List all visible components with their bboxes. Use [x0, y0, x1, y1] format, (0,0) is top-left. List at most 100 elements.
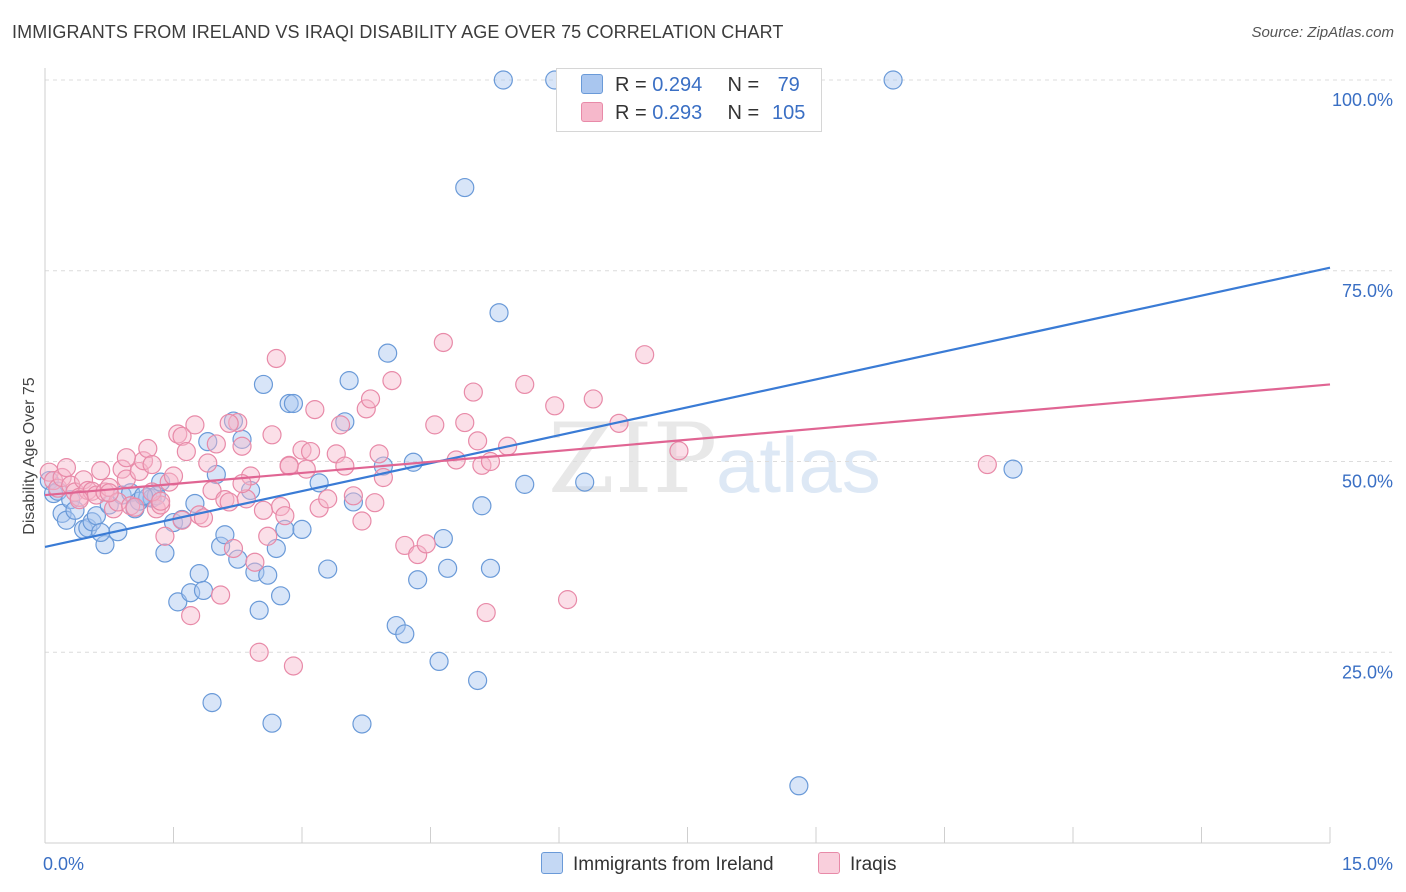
ireland-point-40 [249, 600, 269, 620]
iraqis-point-31 [172, 426, 192, 446]
ireland-point-27 [185, 493, 205, 514]
iraqis-point-81 [463, 382, 483, 402]
legend-item-ireland: Immigrants from Ireland [541, 852, 774, 876]
iraqis-point-90 [583, 389, 603, 409]
stats-legend: R = 0.294 N = 79 R = 0.293 N = 105 [556, 68, 822, 132]
chart-title: IMMIGRANTS FROM IRELAND VS IRAQI DISABIL… [12, 22, 784, 42]
ireland-point-63 [433, 528, 453, 549]
iraqis-point-71 [369, 444, 389, 464]
iraqis-point-52 [262, 425, 282, 445]
legend-item-iraqis: Iraqis [818, 852, 896, 876]
iraqis-point-27 [155, 526, 175, 546]
ireland-point-42 [258, 565, 278, 585]
iraqis-point-70 [365, 493, 385, 513]
iraqis-point-23 [138, 438, 158, 459]
ireland-point-64 [438, 558, 458, 578]
iraqis-point-50 [253, 500, 274, 520]
iraqis-point-92 [635, 345, 655, 365]
iraqis-point-96 [116, 448, 136, 468]
iraqis-point-78 [433, 332, 453, 353]
iraqis-point-37 [198, 453, 218, 473]
iraqis-point-24 [142, 454, 162, 475]
iraqis-point-20 [125, 497, 145, 517]
ireland-n-label: N = [727, 74, 760, 96]
iraqis-point-100 [151, 491, 171, 511]
y-axis-label: Disability Age Over 75 [21, 377, 38, 535]
ireland-point-53 [339, 371, 359, 391]
ireland-point-43 [262, 713, 282, 733]
iraqis-point-97 [219, 413, 239, 433]
ireland-point-68 [480, 558, 501, 578]
iraqis-point-93 [669, 441, 689, 461]
ireland-point-59 [395, 624, 415, 644]
y-tick-label-2: 75.0% [1342, 281, 1393, 301]
iraqis-point-80 [455, 412, 475, 433]
ireland-point-73 [575, 472, 595, 492]
legend-label-iraqis: Iraqis [850, 854, 897, 875]
iraqis-point-14 [99, 477, 119, 498]
ireland-n-value: 79 [777, 74, 800, 96]
series-iraqis-points [39, 332, 997, 676]
ireland-point-70 [493, 70, 513, 90]
iraqis-point-32 [176, 441, 196, 462]
trend-lines [44, 266, 1331, 549]
iraqis-n-label: N = [727, 102, 760, 124]
axes [44, 68, 1331, 844]
iraqis-point-45 [232, 436, 252, 456]
ireland-point-57 [378, 343, 398, 363]
iraqis-point-39 [206, 434, 226, 454]
iraqis-point-67 [352, 511, 372, 531]
iraqis-swatch [581, 102, 603, 122]
ireland-point-71 [515, 474, 535, 494]
x-tick-label-1: 15.0% [1342, 854, 1393, 874]
iraqis-r-value: 0.293 [652, 102, 703, 124]
iraqis-point-55 [275, 506, 295, 526]
iraqis-point-77 [425, 415, 445, 435]
iraqis-point-69 [360, 389, 381, 409]
iraqis-point-59 [296, 459, 316, 479]
iraqis-point-33 [181, 606, 201, 626]
watermark-zip: ZIP [548, 403, 717, 515]
iraqis-point-84 [476, 602, 496, 623]
ireland-point-11 [95, 535, 115, 555]
iraqis-point-34 [185, 415, 205, 435]
tick-labels: 25.0% 50.0% 75.0% 100.0% 0.0% 15.0% [43, 90, 1393, 874]
y-tick-label-3: 100.0% [1332, 90, 1393, 110]
iraqis-point-54 [270, 496, 291, 517]
ireland-point-31 [202, 693, 222, 713]
iraqis-point-63 [318, 489, 338, 509]
iraqis-point-53 [266, 348, 286, 369]
ireland-point-48 [283, 393, 304, 414]
ireland-point-65 [455, 177, 475, 198]
iraqis-point-29 [163, 466, 184, 486]
iraqis-point-99 [99, 483, 119, 503]
iraqis-point-49 [249, 642, 269, 662]
ireland-point-45 [270, 586, 291, 606]
ireland-point-49 [292, 519, 312, 540]
iraqis-point-43 [223, 538, 244, 559]
ireland-point-28 [189, 564, 209, 584]
iraqis-point-12 [91, 461, 111, 481]
iraqis-point-51 [258, 526, 278, 546]
iraqis-point-82 [468, 431, 488, 451]
iraqis-point-68 [356, 399, 376, 419]
source-label: Source: ZipAtlas.com [1251, 24, 1394, 41]
iraqis-point-94 [977, 454, 997, 475]
ireland-trend-line [44, 266, 1331, 549]
ireland-point-69 [489, 303, 509, 323]
ireland-point-51 [318, 559, 338, 579]
iraqis-point-4 [56, 458, 77, 478]
ireland-point-75 [1003, 459, 1023, 479]
iraqis-point-87 [515, 374, 535, 395]
ireland-point-61 [408, 570, 428, 590]
stats-row-ireland: R = 0.294 N = 79 [581, 74, 813, 98]
iraqis-point-103 [69, 490, 89, 510]
iraqis-point-57 [283, 656, 304, 676]
ireland-point-54 [343, 492, 363, 512]
x-tick-label-0: 0.0% [43, 854, 84, 874]
iraqis-point-76 [416, 534, 436, 554]
ireland-point-22 [155, 543, 175, 563]
iraqis-point-102 [330, 415, 351, 435]
ireland-point-55 [352, 714, 372, 734]
ireland-point-47 [279, 393, 299, 414]
